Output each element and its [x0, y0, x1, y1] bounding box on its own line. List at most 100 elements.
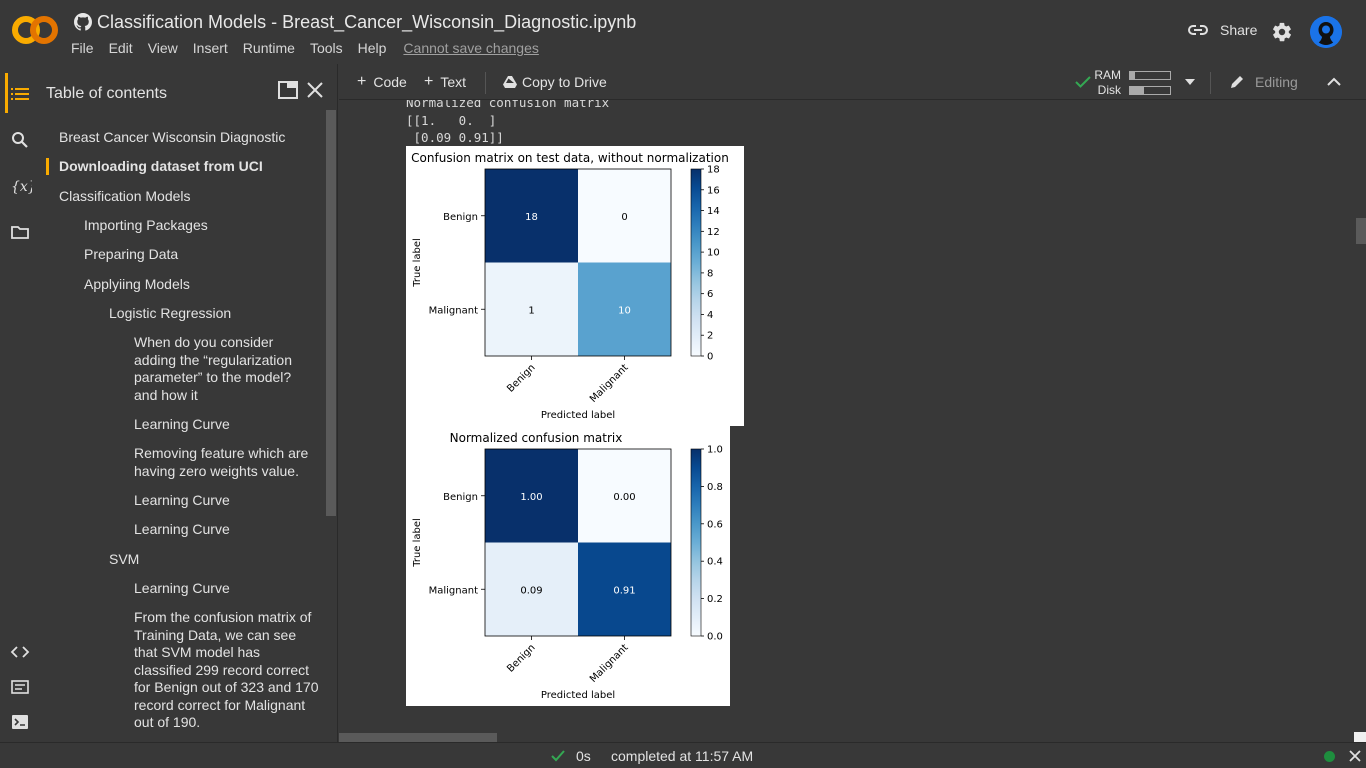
colorbar-tick-label: 0.0 — [707, 632, 723, 643]
toc-item-learning-curve-3[interactable]: Learning Curve — [134, 521, 230, 537]
close-icon[interactable] — [305, 80, 325, 100]
colorbar — [690, 448, 702, 637]
resource-monitor[interactable]: RAM Disk — [1091, 68, 1171, 97]
toc-scrollbar[interactable] — [326, 110, 336, 516]
gear-icon[interactable] — [1271, 21, 1293, 43]
terminal-icon[interactable] — [10, 712, 30, 732]
disk-bar — [1129, 85, 1171, 95]
toc-item-learning-curve-4[interactable]: Learning Curve — [134, 580, 230, 596]
user-icon — [1310, 16, 1342, 48]
y-tick-label: Malignant — [429, 585, 478, 596]
table-of-contents-icon[interactable] — [10, 84, 30, 104]
horizontal-scrollbar-thumb[interactable] — [339, 733, 497, 742]
share-button[interactable]: Share — [1188, 22, 1257, 38]
colorbar-tick-label: 18 — [707, 165, 720, 176]
toc-item-applying-models[interactable]: Applyiing Models — [84, 276, 190, 292]
toc-item-breast-cancer[interactable]: Breast Cancer Wisconsin Diagnostic — [59, 129, 286, 145]
toc-item-svm[interactable]: SVM — [109, 551, 140, 567]
plot-frame — [484, 448, 672, 637]
colorbar-tick-label: 2 — [707, 331, 713, 342]
add-code-button[interactable]: + Code — [357, 73, 407, 91]
colorbar-tick-label: 16 — [707, 185, 720, 196]
menu-bar: File Edit View Insert Runtime Tools Help… — [71, 40, 539, 56]
disk-label: Disk — [1097, 83, 1121, 97]
toc-item-classification-models[interactable]: Classification Models — [59, 188, 191, 204]
notebook-title[interactable]: Classification Models - Breast_Cancer_Wi… — [97, 11, 637, 32]
heatmap-cell — [485, 262, 578, 356]
toc-title: Table of contents — [46, 85, 167, 102]
colorbar-tick-label: 10 — [707, 248, 720, 259]
copy-to-drive-button[interactable]: Copy to Drive — [503, 74, 607, 90]
add-text-button[interactable]: + Text — [424, 73, 467, 91]
chart-title: Confusion matrix on test data, without n… — [411, 151, 729, 165]
horizontal-scrollbar[interactable] — [339, 732, 1354, 742]
menu-file[interactable]: File — [71, 40, 94, 56]
toc-item-removing-feature[interactable]: Removing feature which are having zero w… — [134, 445, 309, 479]
save-status-link[interactable]: Cannot save changes — [403, 40, 539, 56]
cell-value-label: 0.09 — [520, 585, 542, 596]
colorbar-tick-label: 6 — [707, 289, 713, 300]
toc-item-downloading-dataset[interactable]: Downloading dataset from UCI — [59, 158, 263, 174]
normalized-confusion-matrix-plot: Normalized confusion matrix 1.00 0.00 0.09 0… — [406, 426, 730, 706]
menu-runtime[interactable]: Runtime — [242, 40, 295, 56]
menu-insert[interactable]: Insert — [192, 40, 228, 56]
vertical-scrollbar-thumb[interactable] — [1356, 218, 1366, 244]
heatmap-cell — [485, 169, 578, 263]
avatar[interactable] — [1310, 16, 1342, 48]
open-in-tab-icon[interactable] — [278, 81, 298, 99]
colab-logo[interactable] — [12, 14, 58, 46]
toc-item-learning-curve-2[interactable]: Learning Curve — [134, 492, 230, 508]
search-icon[interactable] — [10, 130, 30, 150]
plot-frame — [484, 168, 672, 357]
colorbar-tick-label: 12 — [707, 227, 720, 238]
notebook-output: Normalized confusion matrix [[1. 0. ] [0.… — [339, 100, 1354, 742]
editing-label: Editing — [1255, 74, 1298, 90]
github-icon — [74, 13, 92, 31]
confusion-matrix-plot: Confusion matrix on test data, without n… — [406, 146, 744, 426]
colorbar-tick-label: 0.6 — [707, 519, 723, 530]
toc-item-confusion-matrix-note[interactable]: From the confusion matrix of Training Da… — [134, 609, 319, 730]
menu-help[interactable]: Help — [357, 40, 387, 56]
colorbar-tick-label: 0.2 — [707, 594, 723, 605]
cell-value-label: 10 — [618, 305, 631, 316]
chevron-up-icon[interactable] — [1327, 77, 1341, 86]
plus-icon: + — [357, 73, 367, 90]
normalized-confusion-matrix-chart: Normalized confusion matrix 1.00 0.00 0.09 0… — [412, 431, 723, 701]
menu-view[interactable]: View — [147, 40, 178, 56]
editing-button[interactable]: Editing — [1229, 74, 1298, 90]
folder-icon[interactable] — [10, 222, 30, 242]
cell-value-label: 18 — [525, 212, 538, 223]
toolbar-divider — [485, 72, 486, 94]
menu-edit[interactable]: Edit — [108, 40, 133, 56]
console-line: Normalized confusion matrix — [406, 100, 610, 110]
toolbar-divider — [1210, 72, 1211, 94]
heatmap-cell — [578, 169, 671, 263]
connected-check-icon — [1075, 76, 1091, 88]
console-output: Normalized confusion matrix [[1. 0. ] [0.… — [406, 100, 609, 147]
close-icon[interactable] — [1349, 750, 1361, 762]
menu-tools[interactable]: Tools — [309, 40, 343, 56]
y-axis-label: True label — [412, 518, 423, 568]
heatmap-cell — [578, 449, 671, 543]
cell-value-label: 0 — [621, 212, 627, 223]
chevron-down-icon[interactable] — [1185, 79, 1195, 85]
x-tick-label: Malignant — [588, 362, 631, 405]
toc-item-preparing-data[interactable]: Preparing Data — [84, 246, 179, 262]
variables-icon[interactable]: {x} — [10, 176, 32, 196]
toc-item-importing-packages[interactable]: Importing Packages — [84, 217, 208, 233]
code-snippets-icon[interactable] — [10, 642, 30, 662]
success-check-icon — [551, 750, 565, 762]
share-label: Share — [1220, 22, 1258, 38]
toc-item-regularization[interactable]: When do you consider adding the “regular… — [134, 334, 292, 403]
toc-item-learning-curve-1[interactable]: Learning Curve — [134, 416, 230, 432]
plus-icon: + — [424, 73, 434, 90]
y-axis-label: True label — [412, 238, 423, 288]
colorbar-tick-label: 0.4 — [707, 557, 723, 568]
add-text-label: Text — [440, 74, 467, 90]
vertical-scrollbar[interactable] — [1354, 100, 1366, 742]
y-tick-label: Malignant — [429, 305, 478, 316]
command-palette-icon[interactable] — [10, 677, 30, 697]
toc-item-logistic-regression[interactable]: Logistic Regression — [109, 305, 232, 321]
heatmap-cell — [485, 449, 578, 543]
